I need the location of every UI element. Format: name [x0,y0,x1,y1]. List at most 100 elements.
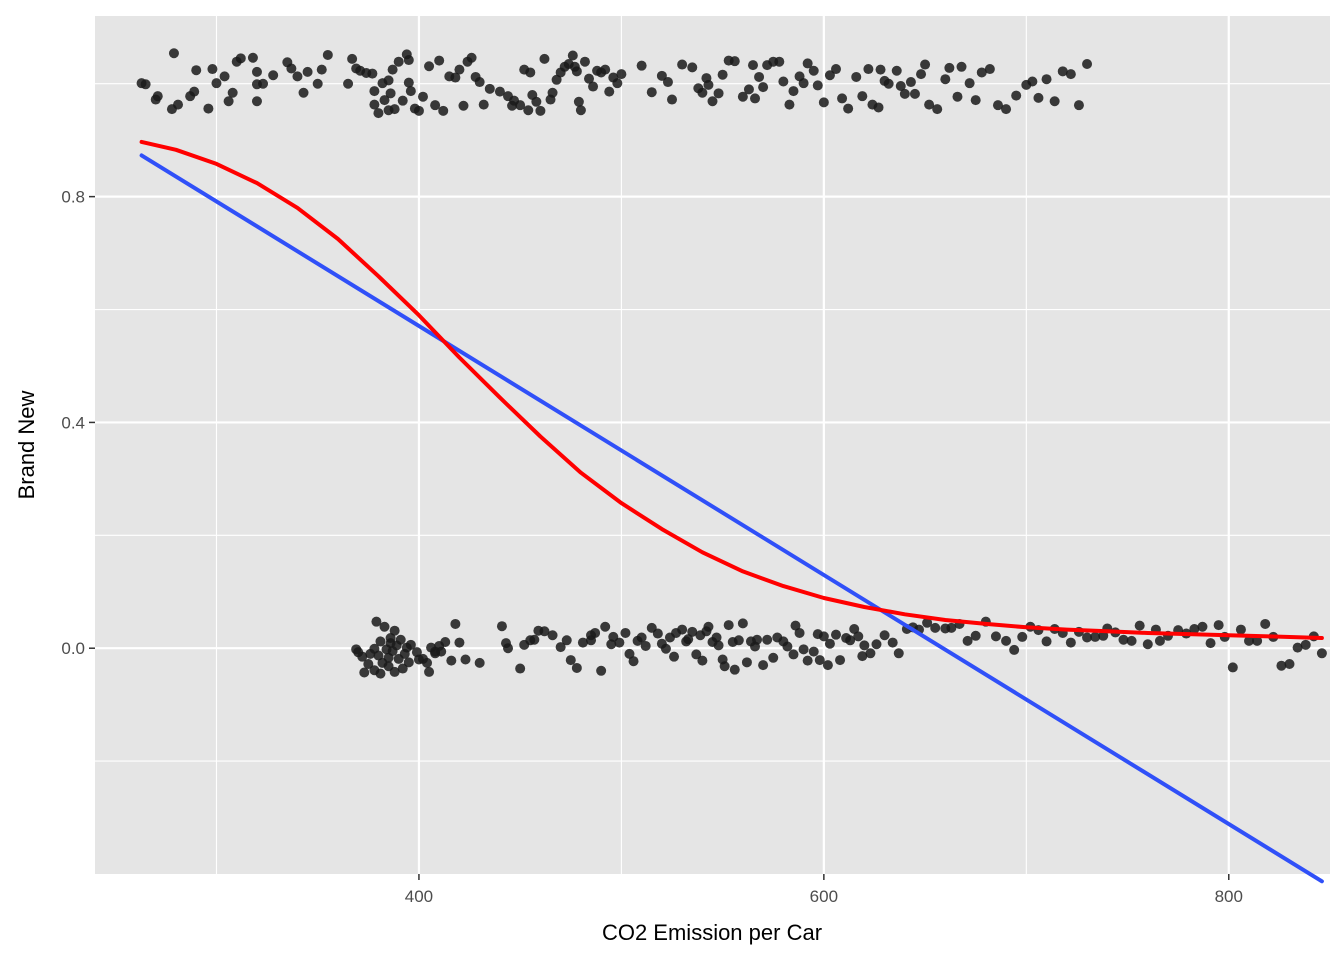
data-point [395,634,406,645]
data-point [523,105,534,116]
data-point [529,634,540,645]
data-point [413,105,424,116]
data-point [893,648,904,659]
data-point [247,52,258,63]
data-point [367,68,378,79]
data-point [438,105,449,116]
data-point [571,662,582,673]
data-point [1082,632,1093,643]
data-point [824,70,835,81]
data-point [397,663,408,674]
data-point [713,640,724,651]
data-point [687,62,698,73]
data-point [887,637,898,648]
data-point [292,71,303,82]
data-point [743,84,754,95]
data-point [494,86,505,97]
data-point [379,95,390,106]
data-point [956,61,967,72]
data-point [1300,639,1311,650]
data-point [754,71,765,82]
data-point [515,100,526,111]
data-point [454,637,465,648]
x-tick-label: 400 [405,887,433,906]
data-point [741,657,752,668]
data-point [1142,639,1153,650]
data-point [656,70,667,81]
data-point [547,630,558,641]
data-point [677,624,688,635]
data-point [531,96,542,107]
data-point [798,78,809,89]
data-point [140,79,151,90]
x-tick-label: 600 [810,887,838,906]
data-point [717,69,728,80]
data-point [703,79,714,90]
data-point [1001,635,1012,646]
data-point [667,94,678,105]
data-point [612,78,623,89]
data-point [857,91,868,102]
data-point [446,655,457,666]
data-point [711,632,722,643]
data-point [1090,631,1101,642]
data-point [393,56,404,67]
data-point [970,630,981,641]
data-point [778,76,789,87]
data-point [652,628,663,639]
data-point [383,75,394,86]
data-point [875,64,886,75]
data-point [660,643,671,654]
data-point [762,634,773,645]
data-point [397,95,408,106]
data-point [152,91,163,102]
data-point [788,649,799,660]
data-point [298,87,309,98]
data-point [802,58,813,69]
data-point [620,627,631,638]
data-point [584,73,594,84]
data-point [733,635,744,646]
data-point [302,66,313,77]
data-point [662,77,673,88]
data-point [818,631,829,642]
grid-layer [95,16,1330,874]
data-point [818,97,829,108]
data-point [405,639,416,650]
data-point [976,67,987,78]
data-point [235,53,246,64]
data-point [719,661,730,672]
data-point [1017,631,1028,642]
data-point [774,56,785,67]
data-point [697,655,708,666]
data-point [347,53,358,64]
data-point [555,642,566,653]
data-point [1189,624,1200,635]
data-point [600,621,611,632]
data-point [1098,630,1109,641]
data-point [964,78,975,89]
data-point [385,88,396,99]
data-point [865,648,876,659]
data-point [535,105,546,116]
data-point [952,91,963,102]
data-point [496,621,507,632]
data-point [1065,637,1076,648]
data-point [525,67,536,78]
data-point [207,64,218,75]
data-point [808,65,819,76]
data-point [992,100,1003,111]
x-axis-title: CO2 Emission per Car [602,920,822,945]
data-point [357,651,368,662]
data-point [189,86,200,97]
data-point [440,637,451,648]
data-point [1197,621,1208,632]
data-point [387,64,398,75]
data-point [258,78,269,89]
x-tick-label: 800 [1215,887,1243,906]
y-axis-title: Brand New [14,390,39,499]
data-point [227,87,238,98]
data-point [873,102,884,113]
data-point [909,88,920,99]
data-point [1260,618,1271,629]
